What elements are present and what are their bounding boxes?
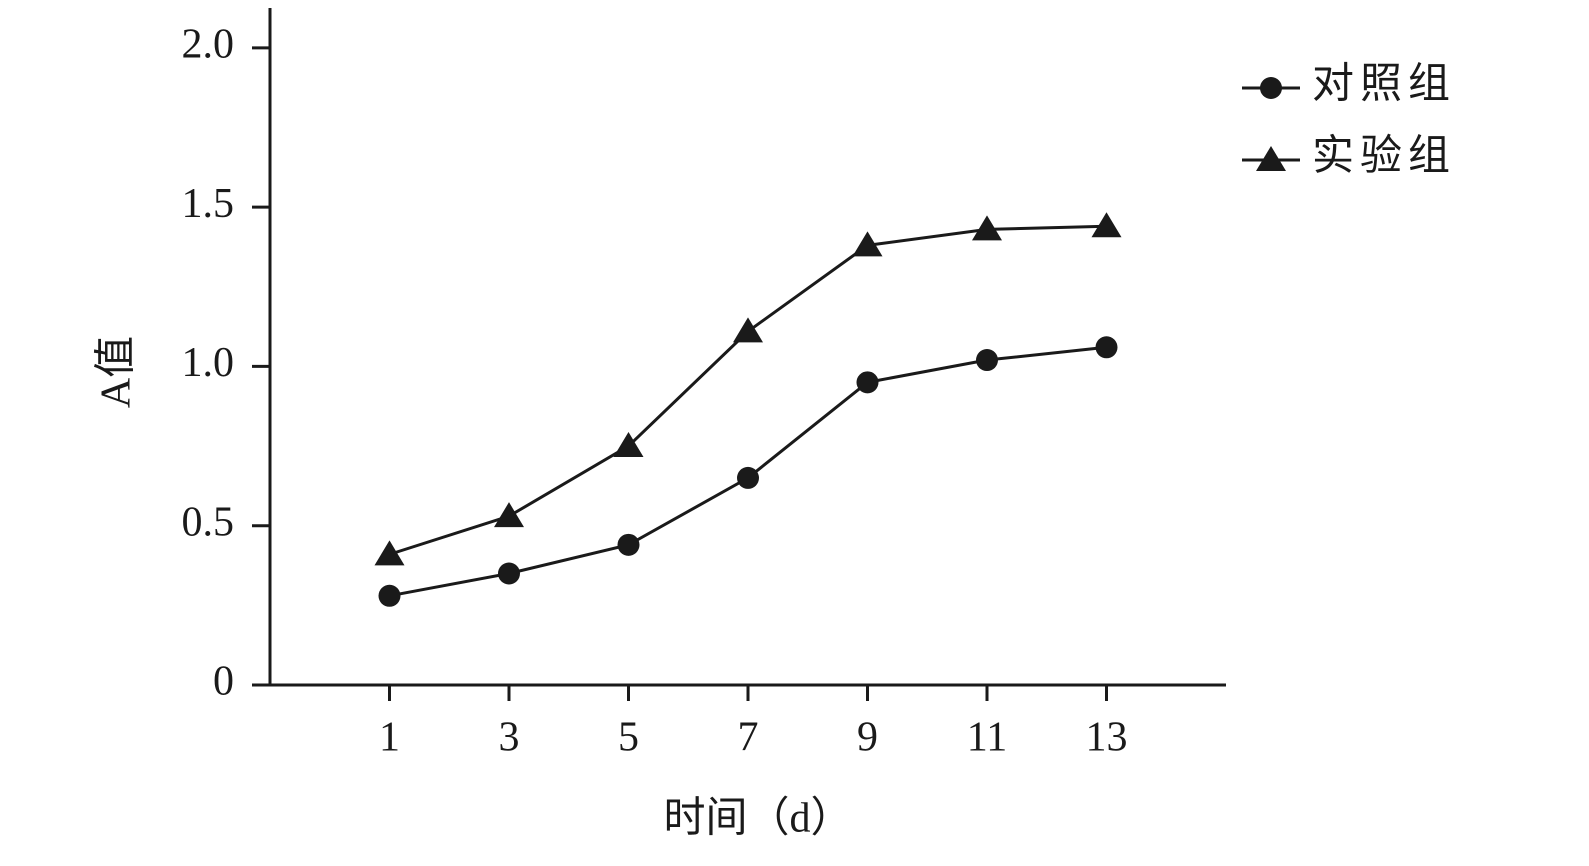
data-point [976, 349, 998, 372]
data-point [498, 562, 520, 585]
x-axis-label: 时间（d） [663, 796, 852, 842]
data-point [733, 317, 763, 343]
data-point [613, 432, 644, 458]
y-tick-label: 1.5 [182, 181, 235, 227]
data-point [378, 584, 401, 607]
y-tick-label: 0.5 [182, 499, 235, 545]
legend-marker [1256, 146, 1286, 171]
x-tick-label: 9 [857, 715, 878, 761]
x-tick-label: 13 [1086, 715, 1128, 761]
y-tick-label: 0 [213, 659, 234, 705]
y-axis-label: A值 [94, 336, 140, 408]
x-tick-label: 11 [967, 715, 1007, 761]
x-tick-label: 5 [618, 715, 639, 761]
y-tick-label: 1.0 [182, 340, 235, 386]
y-tick-label: 2.0 [182, 21, 235, 67]
legend-label: 实验组 [1312, 133, 1456, 180]
data-point [1091, 212, 1122, 238]
legend-marker [1260, 77, 1282, 99]
data-point [737, 466, 759, 489]
x-tick-label: 3 [499, 715, 520, 761]
data-point [494, 502, 524, 528]
legend-label: 对照组 [1312, 62, 1456, 108]
x-tick-label: 1 [379, 715, 400, 761]
data-point [617, 533, 640, 556]
data-point [1095, 336, 1118, 359]
series-line [389, 224, 1107, 556]
data-point [856, 371, 879, 394]
data-point [374, 540, 405, 566]
data-point [972, 215, 1002, 241]
x-tick-label: 7 [738, 715, 759, 761]
data-point [852, 231, 883, 257]
